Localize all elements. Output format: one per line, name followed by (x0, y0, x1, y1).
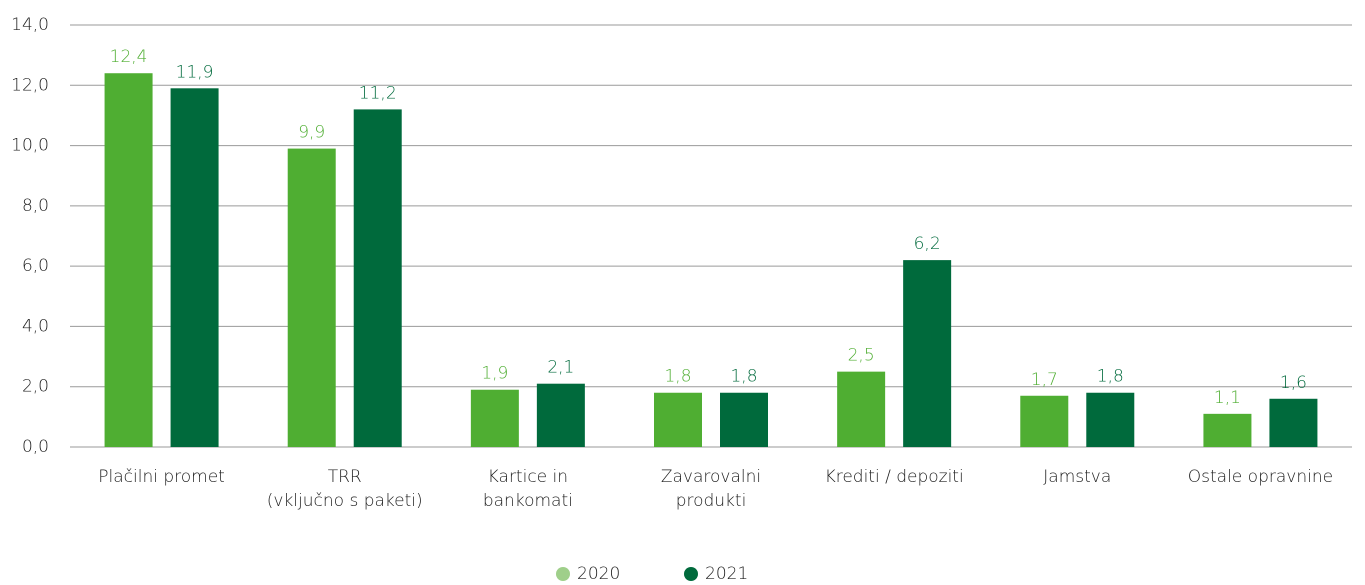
x-tick-label-line: TRR (328, 467, 362, 487)
bar (536, 383, 585, 447)
bar (654, 392, 702, 447)
bar (170, 88, 219, 448)
x-tick-label: Zavarovalni produkti (661, 467, 761, 511)
data-label: 11,2 (359, 83, 397, 103)
x-tick-label-line: (vključno s paketi) (267, 491, 423, 511)
data-label: 6,2 (914, 234, 941, 254)
data-label: 11,9 (176, 62, 214, 82)
x-tick-label: Krediti / depoziti (825, 467, 964, 487)
x-tick-label-line: Krediti / depoziti (825, 467, 964, 487)
data-label: 12,4 (110, 47, 148, 67)
y-tick-label: 8,0 (22, 196, 49, 216)
x-tick-label-line: Ostale opravnine (1188, 467, 1333, 487)
x-tick-label: Ostale opravnine (1188, 467, 1333, 487)
data-label: 2,5 (848, 346, 875, 366)
bar (470, 389, 519, 447)
data-label: 1,1 (1214, 388, 1241, 408)
bar (720, 392, 768, 447)
y-tick-label: 12,0 (11, 75, 49, 95)
x-tick-label: Plačilni promet (98, 467, 225, 487)
y-tick-label: 2,0 (22, 377, 49, 397)
legend-label: 2020 (577, 564, 620, 584)
x-tick-label: Jamstva (1043, 467, 1111, 487)
data-label: 2,1 (547, 358, 574, 378)
data-label: 1,8 (664, 367, 691, 387)
bar (903, 260, 952, 447)
legend-marker (684, 567, 698, 581)
bar (1203, 413, 1252, 447)
y-tick-label: 14,0 (11, 15, 49, 35)
bar (1269, 398, 1318, 447)
legend-label: 2021 (705, 564, 748, 584)
x-tick-label: Kartice in bankomati (483, 467, 573, 511)
x-tick-label-line: Plačilni promet (98, 467, 225, 487)
x-tick-label-line: Kartice in (488, 467, 568, 487)
data-label: 1,9 (481, 364, 508, 384)
y-tick-label: 10,0 (11, 136, 49, 156)
x-tick-label-line: Zavarovalni (661, 467, 761, 487)
y-tick-label: 6,0 (22, 256, 49, 276)
y-tick-label: 4,0 (22, 316, 49, 336)
bar (1020, 395, 1069, 447)
y-tick-label: 0,0 (22, 437, 49, 457)
x-tick-label: TRR (vključno s paketi) (267, 467, 423, 511)
bar (104, 73, 153, 447)
bar (837, 371, 886, 447)
data-label: 9,9 (298, 123, 325, 143)
x-tick-label-line: produkti (676, 491, 747, 511)
data-label: 1,6 (1280, 373, 1307, 393)
x-tick-label-line: bankomati (483, 491, 573, 511)
bar (287, 148, 336, 448)
x-tick-label-line: Jamstva (1043, 467, 1111, 487)
bar (353, 109, 402, 448)
legend-marker (556, 567, 570, 581)
data-label: 1,8 (1097, 367, 1124, 387)
bar (1086, 392, 1135, 447)
data-label: 1,8 (730, 367, 757, 387)
data-label: 1,7 (1031, 370, 1058, 390)
